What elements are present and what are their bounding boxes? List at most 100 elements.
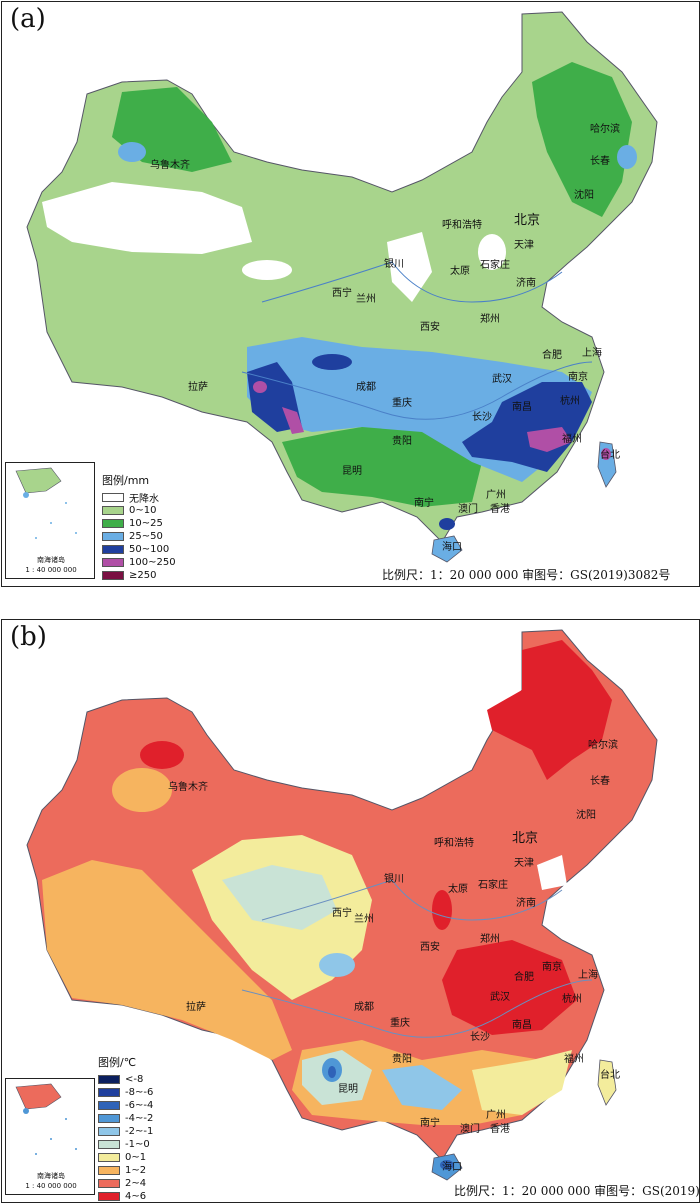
legend-swatch	[102, 532, 124, 541]
city-label-changsha-b: 长沙	[470, 1031, 490, 1043]
city-label-kunming: 昆明	[342, 465, 362, 477]
legend-swatch	[98, 1166, 120, 1175]
city-label-chongqing-b: 重庆	[390, 1016, 410, 1029]
city-label-yinchuan-b: 银川	[384, 872, 404, 885]
legend-item: <-8	[98, 1073, 153, 1086]
zone-100-250-taiwan	[601, 448, 611, 460]
south-china-sea-inset-b: 南海诸岛 1 : 40 000 000	[5, 1078, 95, 1195]
city-label-wuhan: 武汉	[492, 372, 512, 385]
zone-neg1-0-qinghai	[222, 865, 337, 930]
zone-4-6-central	[442, 940, 577, 1035]
legend-label: 10~25	[129, 518, 163, 529]
precipitation-map: 乌鲁木齐 哈尔滨 长春 沈阳 北京 天津 呼和浩特 石家庄 太原 济南 银川 西…	[26, 11, 658, 563]
city-label-zhengzhou-b: 郑州	[480, 932, 500, 945]
legend-swatch	[98, 1088, 120, 1097]
city-label-guiyang-b: 贵阳	[392, 1052, 412, 1065]
legend-item: 无降水	[102, 491, 176, 505]
inset-map-b	[15, 1083, 77, 1155]
zone-100-250-tibet	[282, 407, 304, 434]
city-label-nanchang-b: 南昌	[512, 1018, 532, 1031]
yangtze-river	[241, 361, 593, 420]
city-label-nanning: 南宁	[414, 496, 434, 509]
zone-100-250-jiangxi	[527, 427, 572, 452]
scale-approval-text-b: 比例尺：1：20 000 000 审图号：GS(2019)3082号	[454, 1184, 700, 1198]
city-label-changchun: 长春	[590, 155, 610, 167]
city-label-shanghai-b: 上海	[578, 968, 598, 981]
legend-label: 2~4	[125, 1178, 147, 1189]
city-label-hefei: 合肥	[542, 348, 562, 361]
legend-swatch	[102, 506, 124, 515]
legend-label: 0~10	[129, 505, 157, 516]
city-label-xian-b: 西安	[420, 940, 440, 953]
legend-label: -8~-6	[125, 1087, 154, 1098]
south-china-sea-inset-a: 南海诸岛 1 : 40 000 000	[5, 462, 95, 579]
legend-label: 100~250	[129, 557, 176, 568]
city-label-lanzhou: 兰州	[356, 292, 376, 305]
zone-neg2-neg1-south	[382, 1065, 462, 1110]
bohai-sea	[537, 855, 567, 890]
zone-neg4-neg2-hainan	[440, 1160, 454, 1170]
city-label-xianggang: 香港	[490, 503, 510, 515]
city-label-shenyang: 沈阳	[574, 188, 594, 201]
legend-label: -2~-1	[125, 1126, 154, 1137]
zone-50-100-east	[462, 382, 592, 472]
legend-label: 50~100	[129, 544, 170, 555]
city-label-nanchang: 南昌	[512, 400, 532, 413]
yellow-river	[261, 261, 563, 303]
legend-b: 图例/℃ <-8 -8~-6 -6~-4 -4~-2 -2~-1 -1~0 0~1 1~2 2~…	[98, 1054, 154, 1202]
city-label-kunming-b: 昆明	[338, 1083, 358, 1095]
legend-label: <-8	[125, 1074, 144, 1085]
city-label-xian: 西安	[420, 320, 440, 333]
city-label-xining: 西宁	[332, 286, 352, 299]
zone-neg6-neg4-yunnan	[328, 1066, 336, 1078]
inset-scale-b: 1 : 40 000 000	[25, 1182, 77, 1190]
map-panel-a: 乌鲁木齐 哈尔滨 长春 沈阳 北京 天津 呼和浩特 石家庄 太原 济南 银川 西…	[1, 1, 700, 587]
city-label-tianjin: 天津	[514, 239, 534, 251]
city-label-zhengzhou: 郑州	[480, 312, 500, 325]
legend-swatch	[98, 1192, 120, 1201]
zone-25-50-nw-spot	[118, 142, 146, 162]
legend-label: 4~6	[125, 1191, 147, 1202]
zone-10-25-south	[282, 422, 482, 507]
legend-label: 25~50	[129, 531, 163, 542]
legend-a: 图例/mm 无降水 0~10 10~25 25~50 50~100 100~250 ≥250	[102, 472, 176, 582]
legend-swatch	[98, 1075, 120, 1084]
zone-4-6-huabei	[432, 890, 452, 930]
city-label-hangzhou: 杭州	[560, 394, 580, 407]
city-label-guangzhou-b: 广州	[486, 1109, 506, 1121]
city-label-lanzhou-b: 兰州	[354, 912, 374, 925]
city-label-shijiazhuang-b: 石家庄	[478, 878, 508, 891]
city-label-nanjing-b: 南京	[542, 960, 562, 973]
city-label-shijiazhuang: 石家庄	[480, 258, 510, 271]
zone-25-50-ne-spot	[617, 145, 637, 169]
legend-swatch	[98, 1101, 120, 1110]
yangtze-river-b	[241, 979, 593, 1038]
scale-approval-text-a: 比例尺：1：20 000 000 审图号：GS(2019)3082号	[382, 568, 671, 582]
city-label-huhehaote: 呼和浩特	[442, 219, 482, 231]
city-label-aomen: 澳门	[458, 502, 478, 515]
legend-label: ≥250	[129, 570, 157, 581]
legend-swatch	[102, 493, 124, 502]
legend-swatch	[98, 1153, 120, 1162]
city-label-beijing: 北京	[514, 213, 540, 228]
city-label-shenyang-b: 沈阳	[576, 808, 596, 821]
legend-label: 0~1	[125, 1152, 147, 1163]
legend-item: 1~2	[98, 1164, 153, 1177]
legend-swatch	[98, 1127, 120, 1136]
city-label-haikou: 海口	[442, 540, 462, 553]
city-label-beijing-b: 北京	[512, 831, 538, 846]
legend-item: 50~100	[102, 543, 176, 556]
legend-item: 4~6	[98, 1190, 153, 1202]
legend-item: ≥250	[102, 569, 176, 582]
city-label-huhehaote-b: 呼和浩特	[434, 837, 474, 849]
yellow-river-b	[261, 879, 563, 921]
city-label-taiyuan-b: 太原	[448, 882, 468, 895]
panel-label-b: (b)	[10, 622, 47, 652]
zone-0-1-southeast	[472, 1050, 572, 1115]
city-label-chongqing: 重庆	[392, 396, 412, 409]
legend-item: 2~4	[98, 1177, 153, 1190]
legend-item: 0~10	[102, 504, 176, 517]
city-label-shanghai: 上海	[582, 346, 602, 359]
zone-1-2-west	[42, 860, 292, 1060]
legend-swatch	[98, 1179, 120, 1188]
